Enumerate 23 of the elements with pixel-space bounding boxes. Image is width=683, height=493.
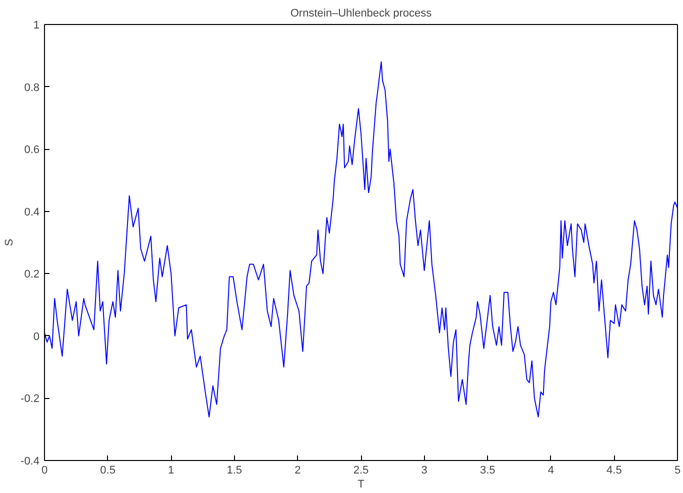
- x-tick-label: 4: [548, 464, 554, 476]
- x-tick-label: 2: [294, 464, 301, 476]
- y-tick-label: -0.4: [20, 456, 40, 468]
- y-axis-title: S: [4, 238, 16, 246]
- x-tick-label: 1: [168, 464, 174, 476]
- x-tick-label: 1.5: [226, 464, 242, 476]
- y-tick-label: 0.4: [24, 206, 40, 218]
- y-tick-label: -0.2: [20, 393, 40, 406]
- y-tick-label: 1: [33, 20, 40, 32]
- x-tick-label: 3: [421, 464, 428, 476]
- line-series: [44, 61, 678, 418]
- y-tick-label: 0.8: [24, 82, 40, 94]
- x-axis-title: T: [358, 478, 365, 490]
- y-tick-label: 0: [33, 330, 40, 343]
- chart-title: Ornstein–Uhlenbeck process: [290, 8, 432, 20]
- y-tick-label: 0.6: [24, 144, 40, 156]
- x-tick-label: 5: [674, 464, 681, 476]
- x-tick-label: 0: [41, 464, 48, 476]
- x-tick-label: 2.5: [353, 464, 369, 476]
- y-tick-label: 0.2: [24, 268, 40, 281]
- x-tick-label: 0.5: [100, 464, 116, 476]
- x-tick-label: 3.5: [480, 464, 496, 476]
- x-tick-label: 4.5: [606, 464, 622, 476]
